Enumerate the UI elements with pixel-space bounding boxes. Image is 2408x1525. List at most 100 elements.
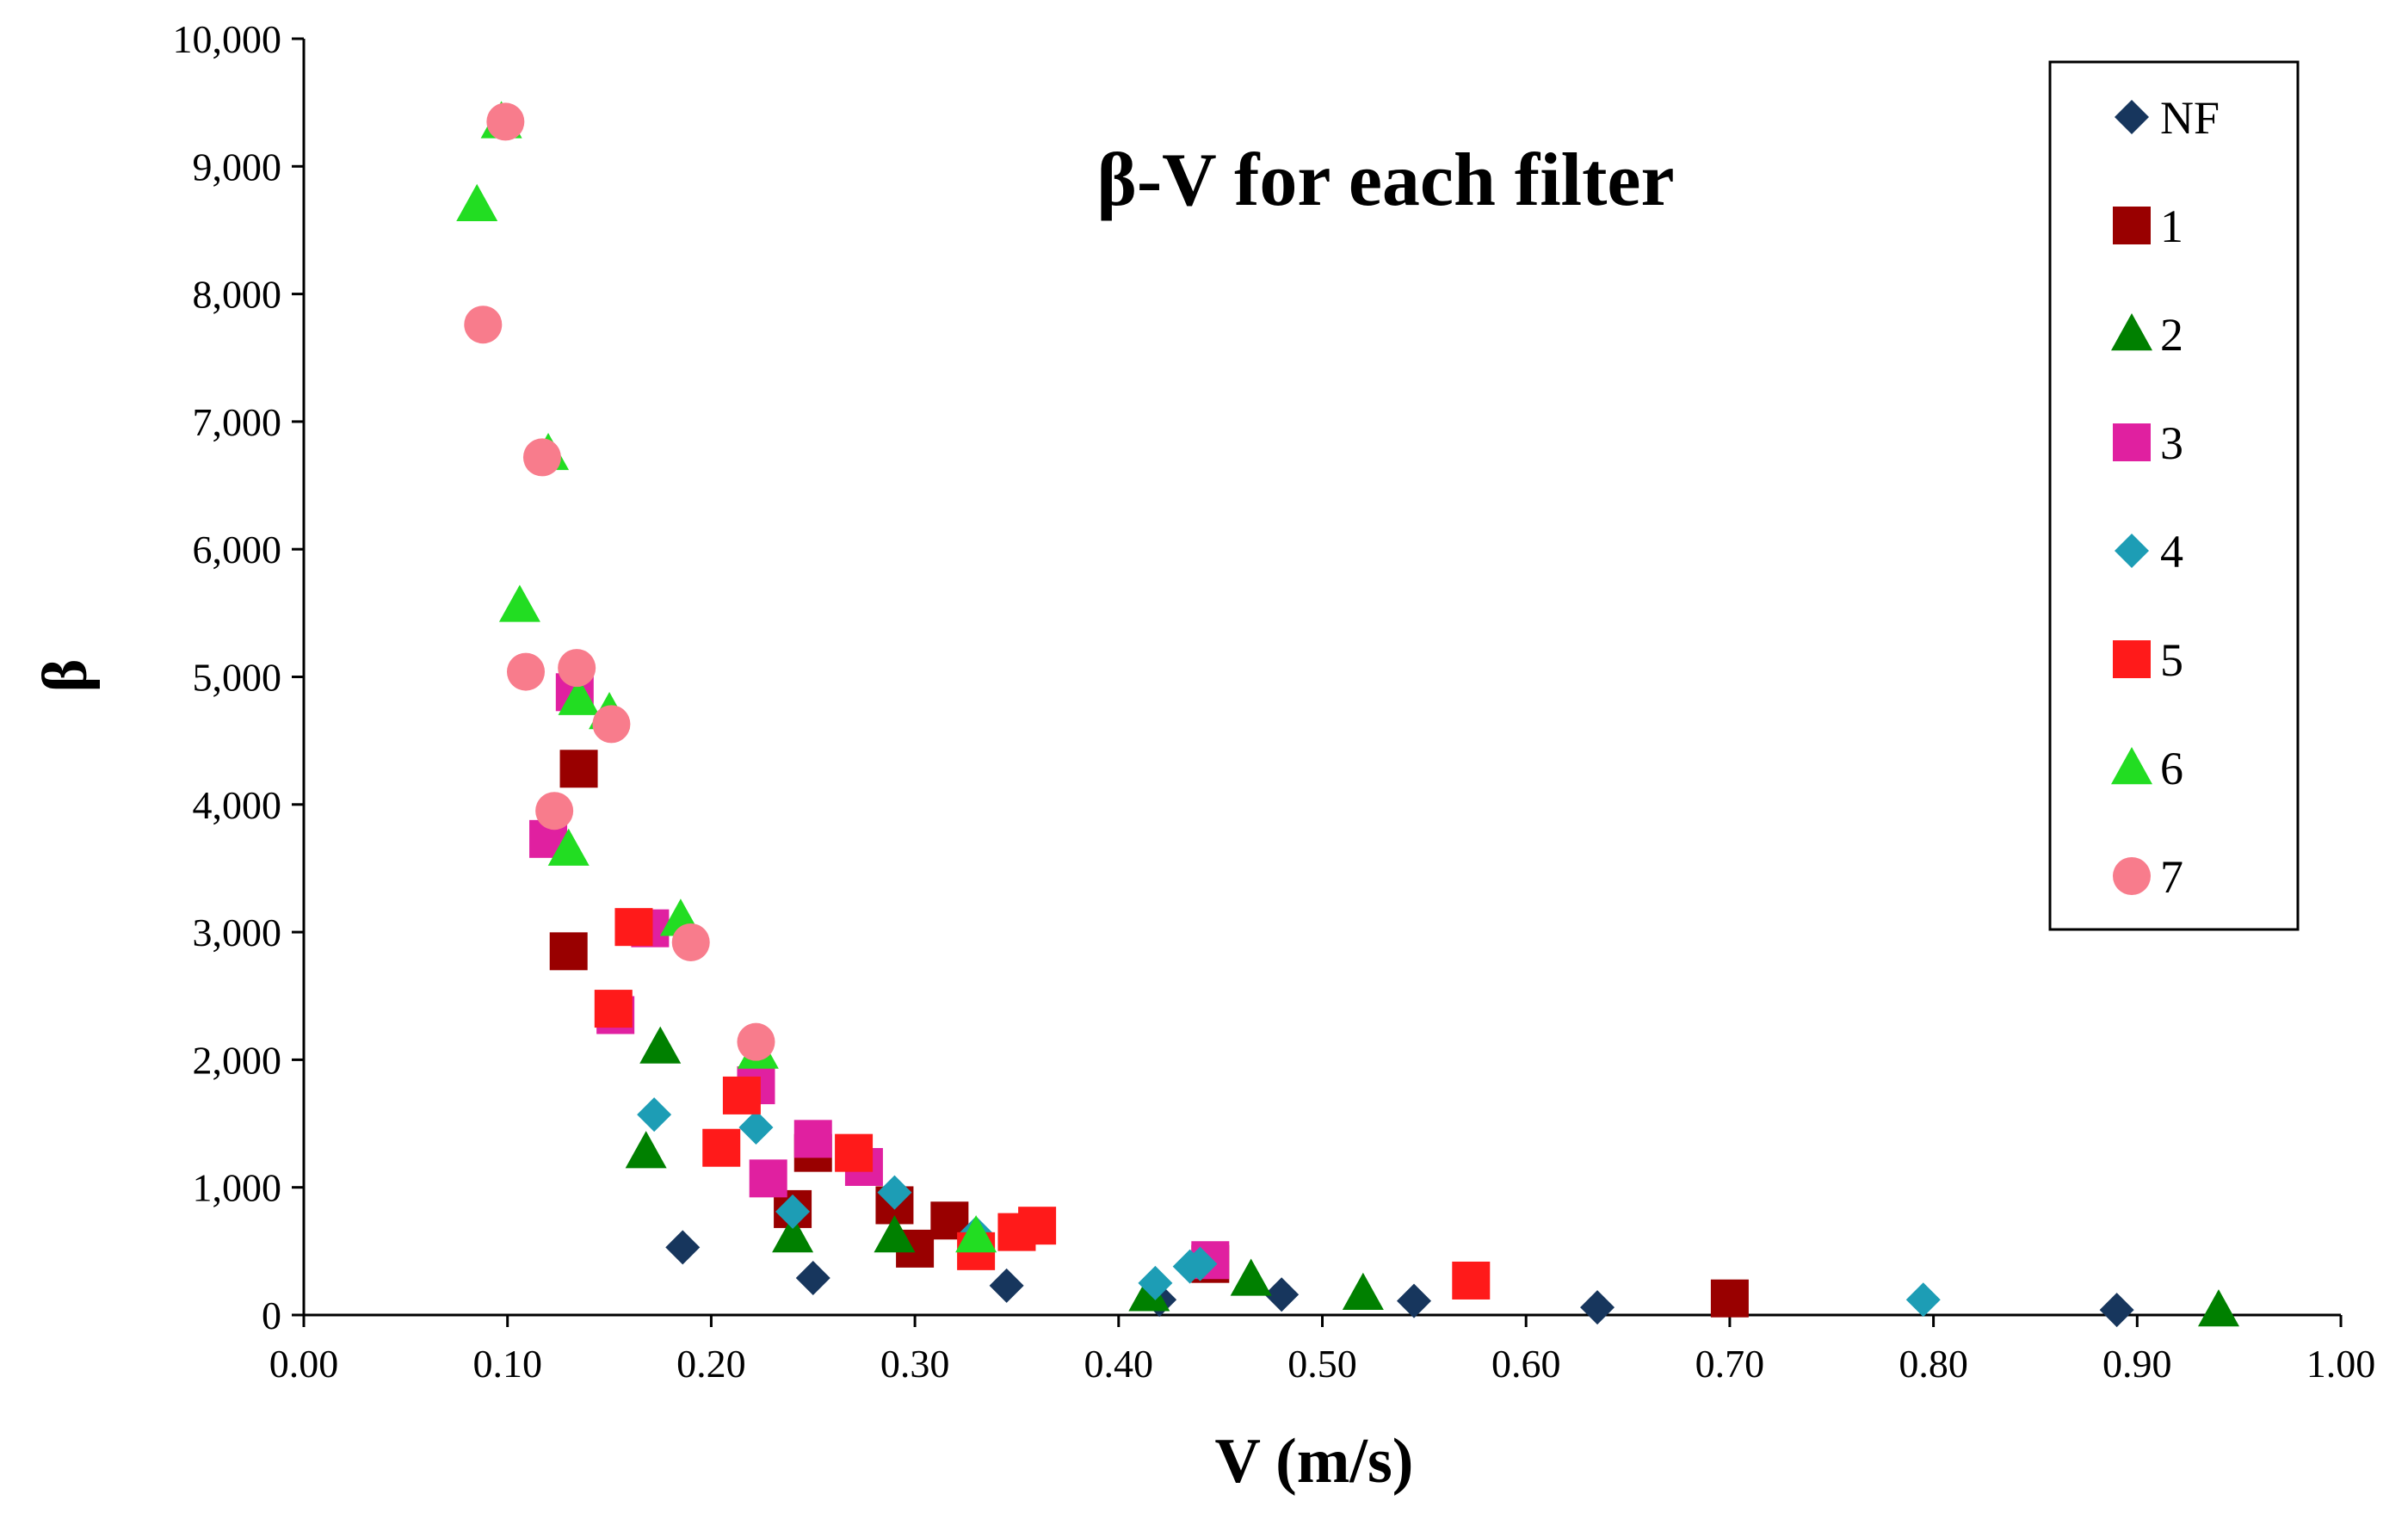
legend-item: 5	[2113, 634, 2183, 686]
data-point	[2099, 1293, 2134, 1328]
series-7	[464, 102, 775, 1061]
legend-marker	[2113, 207, 2151, 244]
legend: NF 1 2 3 4 5 6 7	[2048, 60, 2300, 931]
data-point	[793, 1120, 832, 1158]
data-point	[559, 750, 598, 788]
data-point	[1710, 1279, 1749, 1318]
data-point	[549, 932, 588, 971]
legend-item: 3	[2113, 417, 2183, 469]
data-point	[1264, 1277, 1300, 1312]
data-point	[625, 1131, 667, 1169]
x-tick-label: 0.40	[1084, 1342, 1154, 1386]
data-point	[498, 584, 540, 622]
data-point	[671, 923, 710, 961]
legend-marker	[2115, 534, 2149, 568]
data-point	[795, 1260, 830, 1295]
data-point	[989, 1268, 1024, 1303]
y-tick-label: 0	[262, 1293, 281, 1337]
data-point	[1018, 1207, 1057, 1245]
legend-label: 1	[2160, 201, 2183, 252]
legend-marker	[2113, 640, 2151, 678]
data-point	[722, 1076, 761, 1114]
y-axis-title: β	[30, 659, 101, 693]
legend-item: 6	[2111, 743, 2183, 794]
legend-item: 2	[2111, 309, 2183, 361]
data-point	[614, 908, 653, 947]
data-point	[835, 1133, 874, 1172]
legend-marker	[2115, 100, 2149, 134]
legend-item: 4	[2115, 526, 2183, 577]
y-tick-label: 3,000	[193, 911, 282, 954]
data-point	[639, 1026, 682, 1064]
x-tick-label: 0.30	[880, 1342, 950, 1386]
legend-label: NF	[2160, 92, 2220, 144]
x-tick-label: 0.60	[1491, 1342, 1561, 1386]
data-point	[456, 183, 498, 221]
data-point	[874, 1215, 916, 1253]
legend-marker	[2113, 423, 2151, 461]
legend-item: NF	[2115, 92, 2220, 144]
data-point	[558, 677, 600, 715]
data-point	[592, 705, 631, 744]
legend-label: 3	[2160, 417, 2183, 469]
x-tick-label: 1.00	[2306, 1342, 2376, 1386]
legend-item: 7	[2113, 851, 2183, 903]
legend-box	[2048, 60, 2300, 931]
y-tick-label: 2,000	[193, 1038, 282, 1082]
y-tick-label: 7,000	[193, 400, 282, 444]
data-point	[749, 1159, 787, 1198]
data-point	[775, 1194, 811, 1229]
legend-label: 4	[2160, 526, 2183, 577]
y-tick-label: 10,000	[173, 17, 282, 61]
data-point	[877, 1175, 912, 1210]
data-point	[702, 1128, 741, 1167]
data-point	[522, 438, 561, 477]
x-tick-label: 0.20	[676, 1342, 746, 1386]
legend-marker	[2111, 313, 2152, 351]
data-point	[558, 649, 596, 688]
x-axis-title: V (m/s)	[1215, 1426, 1414, 1497]
data-point	[737, 1022, 775, 1061]
data-point	[594, 990, 633, 1028]
data-point	[1230, 1258, 1272, 1296]
legend-label: 6	[2160, 743, 2183, 794]
x-tick-label: 0.00	[269, 1342, 339, 1386]
legend-item: 1	[2113, 201, 2183, 252]
series-4	[637, 1097, 1941, 1318]
data-point	[1452, 1261, 1491, 1300]
data-point	[547, 828, 590, 866]
data-point	[507, 652, 546, 691]
data-point	[665, 1230, 701, 1265]
legend-label: 7	[2160, 851, 2183, 903]
data-point	[2197, 1289, 2239, 1327]
data-point	[535, 792, 574, 830]
data-point	[637, 1097, 672, 1133]
data-point	[955, 1215, 997, 1253]
x-tick-label: 0.80	[1899, 1342, 1968, 1386]
x-tick-label: 0.70	[1695, 1342, 1765, 1386]
legend-marker	[2113, 857, 2151, 895]
x-tick-label: 0.90	[2102, 1342, 2172, 1386]
y-tick-label: 4,000	[193, 783, 282, 827]
data-point	[1182, 1246, 1218, 1281]
y-tick-label: 1,000	[193, 1166, 282, 1210]
data-point	[486, 102, 525, 141]
legend-marker	[2111, 747, 2152, 785]
x-tick-label: 0.50	[1287, 1342, 1357, 1386]
data-point	[738, 1109, 774, 1145]
data-point	[772, 1215, 814, 1253]
data-point	[1580, 1290, 1615, 1325]
data-point	[1905, 1282, 1941, 1318]
data-point	[1397, 1283, 1432, 1318]
y-tick-label: 6,000	[193, 528, 282, 571]
legend-label: 5	[2160, 634, 2183, 686]
data-point	[1342, 1272, 1384, 1310]
data-point	[1138, 1265, 1173, 1300]
chart-title: β-V for each filter	[1096, 139, 1674, 222]
data-point	[464, 306, 503, 344]
y-tick-label: 9,000	[193, 145, 282, 188]
y-tick-label: 8,000	[193, 273, 282, 317]
legend-label: 2	[2160, 309, 2183, 361]
